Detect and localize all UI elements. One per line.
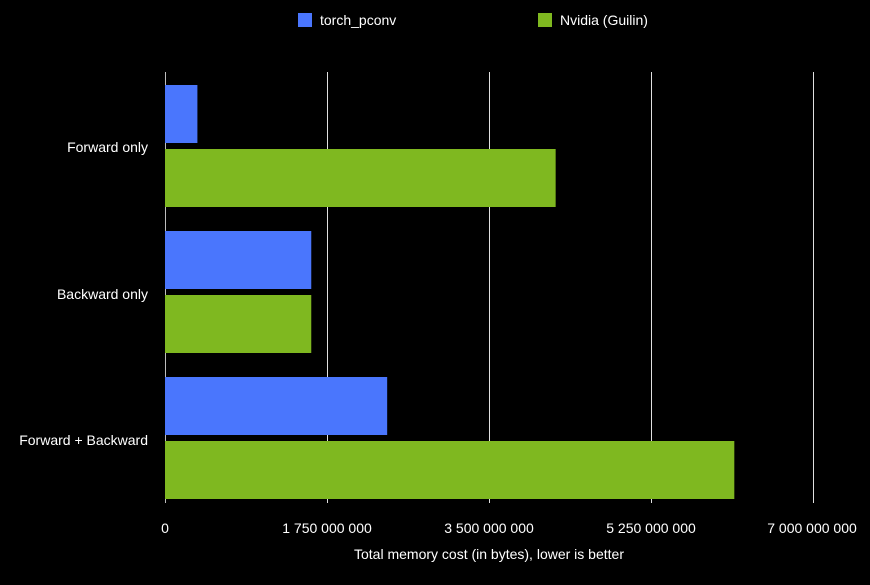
x-tick-label-3: 5 250 000 000 bbox=[606, 520, 696, 536]
legend: torch_pconv Nvidia (Guilin) bbox=[0, 12, 870, 34]
bar-nvidia-guilin-forward-only bbox=[165, 149, 556, 207]
legend-item-nvidia-guilin: Nvidia (Guilin) bbox=[538, 12, 648, 28]
category-label-forward-backward: Forward + Backward bbox=[19, 432, 148, 448]
legend-label-nvidia-guilin: Nvidia (Guilin) bbox=[560, 12, 648, 28]
bar-torch-pconv-backward-only bbox=[165, 231, 312, 289]
x-tick-label-2: 3 500 000 000 bbox=[444, 520, 534, 536]
legend-swatch-torch-pconv bbox=[298, 13, 312, 27]
bar-torch-pconv-forward-only bbox=[165, 85, 198, 143]
bar-nvidia-guilin-backward-only bbox=[165, 295, 312, 353]
category-label-forward-only: Forward only bbox=[67, 139, 148, 155]
legend-label-torch-pconv: torch_pconv bbox=[320, 12, 397, 28]
x-tick-label-1: 1 750 000 000 bbox=[282, 520, 372, 536]
bar-nvidia-guilin-forward-backward bbox=[165, 441, 735, 499]
legend-item-torch-pconv: torch_pconv bbox=[298, 12, 396, 28]
category-label-backward-only: Backward only bbox=[56, 286, 148, 302]
legend-swatch-nvidia-guilin bbox=[538, 13, 552, 27]
x-tick-label-0: 0 bbox=[161, 520, 169, 536]
x-tick-label-4: 7 000 000 000 bbox=[767, 520, 857, 536]
bar-torch-pconv-forward-backward bbox=[165, 377, 388, 435]
x-axis-title: Total memory cost (in bytes), lower is b… bbox=[354, 546, 624, 562]
